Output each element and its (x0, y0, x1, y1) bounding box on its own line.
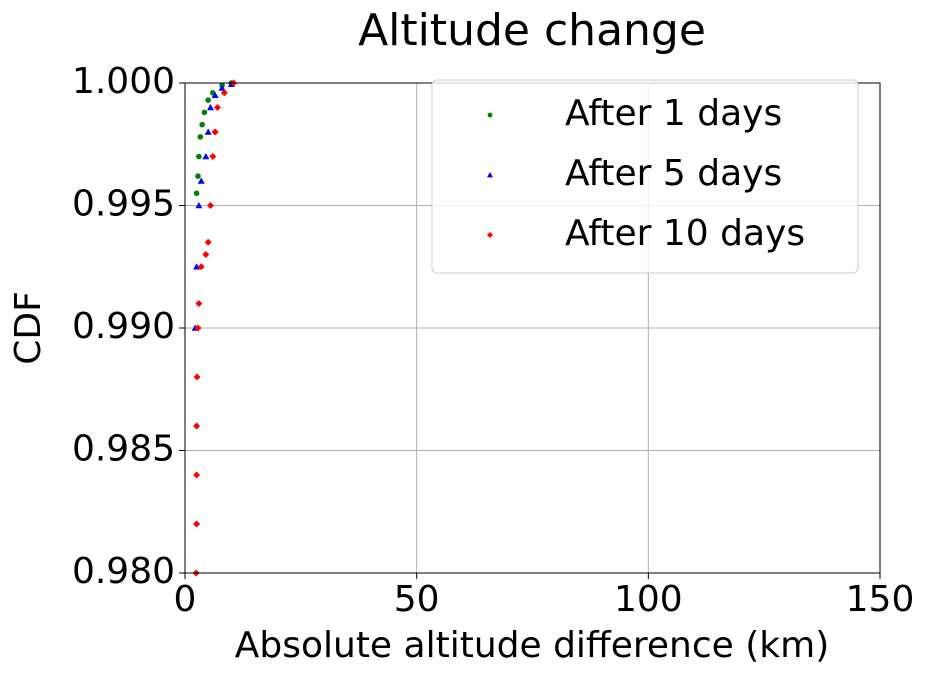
point (211, 128, 219, 136)
point (199, 121, 205, 128)
point (218, 84, 226, 91)
legend-marker (487, 172, 493, 178)
y-tick-label: 1.000 (72, 61, 175, 102)
point (197, 263, 205, 271)
y-tick-label: 0.980 (72, 551, 175, 592)
chart-title: Altitude change (358, 5, 706, 56)
point (202, 153, 210, 160)
point (195, 300, 203, 307)
legend-label: After 5 days (565, 153, 782, 194)
x-tick-label: 0 (174, 579, 197, 620)
point (194, 324, 202, 332)
x-tick-label: 150 (846, 579, 915, 620)
point (193, 373, 201, 381)
point (193, 190, 200, 197)
point (201, 109, 208, 116)
point (197, 134, 204, 140)
y-tick-label: 0.985 (72, 429, 175, 470)
point (206, 202, 214, 209)
point (193, 520, 201, 528)
point (195, 173, 201, 179)
point (211, 91, 219, 99)
point (202, 251, 210, 258)
point (193, 422, 201, 430)
point (196, 153, 202, 160)
y-axis-label: CDF (8, 291, 49, 365)
y-tick-label: 0.990 (72, 306, 175, 347)
y-tick-label: 0.995 (72, 184, 175, 225)
point (204, 238, 212, 246)
x-tick-label: 100 (614, 579, 683, 620)
point (206, 104, 214, 111)
legend-marker (487, 112, 493, 118)
point (204, 128, 212, 135)
point (209, 153, 217, 160)
legend-box (431, 79, 859, 274)
point (197, 177, 205, 184)
x-tick-label: 50 (394, 579, 440, 620)
point (193, 263, 201, 270)
x-axis-label: Absolute altitude difference (km) (235, 625, 830, 666)
legend-label: After 1 days (565, 93, 782, 134)
point (220, 89, 228, 97)
point (205, 97, 211, 103)
legend-label: After 10 days (565, 213, 805, 254)
point (195, 202, 203, 209)
point (193, 471, 201, 479)
point (213, 104, 221, 111)
legend-marker (487, 232, 493, 238)
